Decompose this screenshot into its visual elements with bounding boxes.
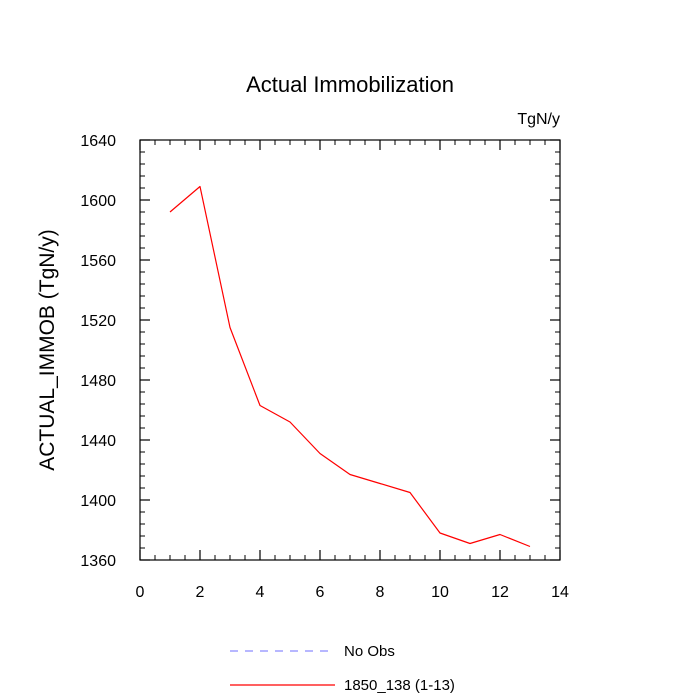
series-line — [169, 185, 531, 548]
x-tick-label: 8 — [376, 584, 385, 601]
y-tick-label: 1440 — [80, 433, 116, 450]
x-tick-label: 0 — [136, 584, 145, 601]
y-tick-labels: 1360 1400 1440 1480 1520 1560 1600 1640 — [80, 133, 116, 570]
tick-marks — [139, 139, 561, 561]
x-tick-label: 12 — [491, 584, 509, 601]
y-axis-label: ACTUAL_IMMOB (TgN/y) — [36, 229, 59, 471]
x-tick-label: 2 — [196, 584, 205, 601]
x-tick-label: 14 — [551, 584, 569, 601]
chart-title: Actual Immobilization — [246, 72, 454, 97]
y-tick-label: 1600 — [80, 193, 116, 210]
y-tick-label: 1360 — [80, 553, 116, 570]
y-tick-label: 1640 — [80, 133, 116, 150]
x-tick-label: 4 — [256, 584, 265, 601]
legend-label-no-obs: No Obs — [344, 643, 395, 660]
y-tick-label: 1400 — [80, 493, 116, 510]
x-tick-label: 6 — [316, 584, 325, 601]
units-label: TgN/y — [517, 111, 560, 128]
y-tick-label: 1560 — [80, 253, 116, 270]
x-tick-labels: 0 2 4 6 8 10 12 14 — [136, 584, 569, 601]
series-lines — [169, 185, 531, 548]
y-tick-label: 1480 — [80, 373, 116, 390]
y-tick-label: 1520 — [80, 313, 116, 330]
x-tick-label: 10 — [431, 584, 449, 601]
legend: No Obs 1850_138 (1-13) — [230, 643, 455, 694]
plot-frame — [139, 139, 561, 561]
legend-label-series: 1850_138 (1-13) — [344, 677, 455, 694]
